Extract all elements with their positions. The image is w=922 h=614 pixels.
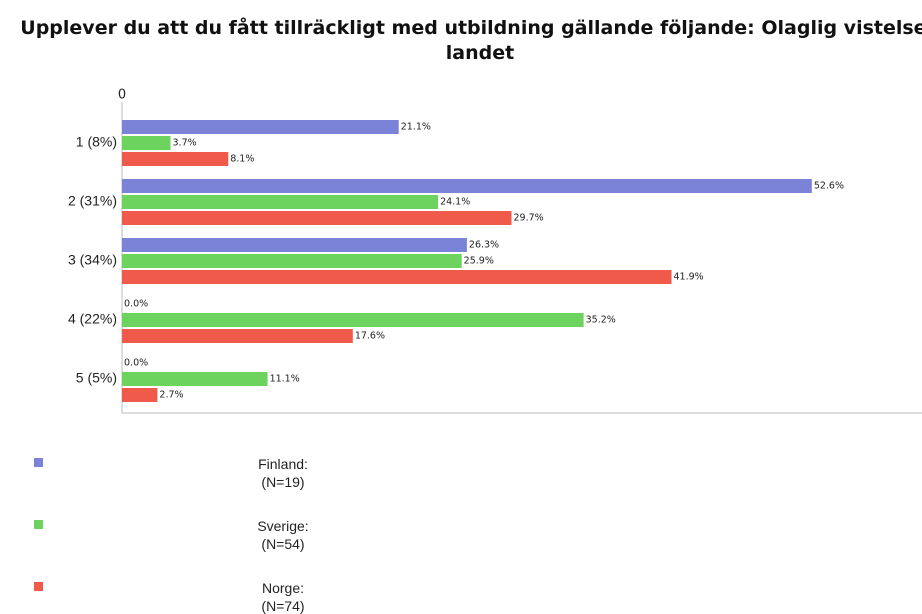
value-label: 52.6% — [814, 181, 844, 192]
bar — [122, 195, 439, 209]
bar — [122, 329, 353, 343]
value-label: 3.7% — [173, 138, 197, 149]
bar — [122, 136, 171, 150]
bar — [122, 120, 399, 134]
bar — [122, 388, 158, 402]
value-label: 35.2% — [586, 315, 616, 326]
value-label: 41.9% — [674, 272, 704, 283]
bar — [122, 313, 584, 327]
bar — [122, 152, 229, 166]
value-label: 8.1% — [230, 154, 254, 165]
value-label: 26.3% — [469, 240, 499, 251]
y-tick-label: 4 (22%) — [68, 311, 117, 327]
value-label: 0.0% — [124, 299, 148, 310]
legend-swatch — [34, 458, 43, 467]
value-label: 29.7% — [514, 213, 544, 224]
bar — [122, 211, 512, 225]
y-tick-label: 5 (5%) — [76, 370, 117, 386]
value-label: 11.1% — [270, 374, 300, 385]
legend-label: Finland: (N=19) — [258, 456, 308, 490]
chart-title: Upplever du att du fått tillräckligt med… — [20, 17, 922, 64]
value-label: 0.0% — [124, 358, 148, 369]
bar — [122, 372, 268, 386]
value-label: 21.1% — [401, 122, 431, 133]
legend-swatch — [34, 520, 43, 529]
value-label: 17.6% — [355, 331, 385, 342]
y-tick-label: 2 (31%) — [68, 193, 117, 209]
y-tick-label: 1 (8%) — [76, 134, 117, 150]
value-label: 25.9% — [464, 256, 494, 267]
x-tick-label: 0 — [118, 88, 126, 103]
value-label: 24.1% — [440, 197, 470, 208]
legend-label: Norge: (N=74) — [261, 580, 305, 614]
value-label: 2.7% — [159, 390, 183, 401]
legend-label: Sverige: (N=54) — [257, 518, 309, 552]
bar — [122, 254, 462, 268]
y-tick-label: 3 (34%) — [68, 252, 117, 268]
bar — [122, 270, 672, 284]
bar — [122, 238, 467, 252]
legend-swatch — [34, 582, 43, 591]
bar — [122, 179, 812, 193]
